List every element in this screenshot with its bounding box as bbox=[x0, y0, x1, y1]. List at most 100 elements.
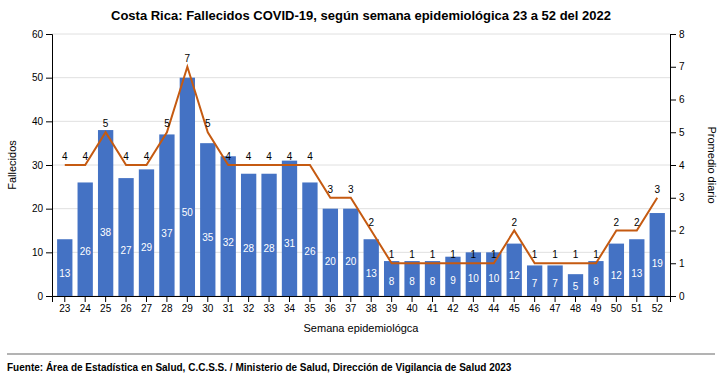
x-tick: 46 bbox=[529, 296, 541, 314]
x-tick-label: 27 bbox=[141, 303, 153, 314]
footer-rule bbox=[7, 354, 715, 355]
bar-label: 13 bbox=[366, 268, 378, 279]
x-tick-label: 39 bbox=[386, 303, 398, 314]
x-tick-label: 42 bbox=[447, 303, 459, 314]
footer: Fuente: Área de Estadística en Salud, C.… bbox=[7, 361, 512, 373]
y2-tick-label: 4 bbox=[679, 160, 685, 171]
bar bbox=[241, 174, 256, 296]
bar bbox=[261, 174, 276, 296]
line-label: 2 bbox=[634, 217, 640, 228]
line-label: 2 bbox=[511, 217, 517, 228]
x-tick: 44 bbox=[488, 296, 500, 314]
x-tick: 39 bbox=[386, 296, 398, 314]
x-tick-mark bbox=[371, 296, 372, 302]
bar bbox=[343, 209, 358, 296]
bar bbox=[384, 261, 399, 296]
x-axis: 2324252627282930313233343536373839404142… bbox=[53, 296, 671, 314]
y-axis-line bbox=[46, 35, 53, 297]
x-tick: 51 bbox=[631, 296, 643, 314]
x-tick-mark bbox=[146, 296, 147, 302]
bar bbox=[200, 143, 215, 296]
bar-label: 20 bbox=[345, 256, 357, 267]
x-tick-label: 43 bbox=[468, 303, 480, 314]
bar-label: 10 bbox=[468, 273, 480, 284]
bar bbox=[507, 244, 522, 296]
y-tick-label: 40 bbox=[32, 116, 44, 127]
grid bbox=[52, 34, 670, 296]
y2-tick-label: 7 bbox=[679, 61, 685, 72]
x-tick-mark bbox=[248, 296, 249, 302]
x-tick-label: 51 bbox=[631, 303, 643, 314]
x-tick-mark bbox=[187, 296, 188, 302]
y2-tick: 5 bbox=[670, 127, 685, 138]
y2-tick-mark bbox=[670, 34, 676, 35]
y-tick-mark bbox=[46, 252, 52, 253]
bar-label: 10 bbox=[488, 273, 500, 284]
x-tick: 50 bbox=[611, 296, 623, 314]
bar-label: 38 bbox=[100, 227, 112, 238]
x-tick-mark bbox=[412, 296, 413, 302]
x-tick-label: 47 bbox=[550, 303, 562, 314]
bar-label: 31 bbox=[284, 238, 296, 249]
bar bbox=[527, 265, 542, 296]
x-tick-label: 41 bbox=[427, 303, 439, 314]
line-label: 1 bbox=[389, 249, 395, 260]
bar-label: 28 bbox=[264, 243, 276, 254]
y2-tick-mark bbox=[670, 198, 676, 199]
y-tick: 20 bbox=[32, 203, 52, 214]
x-tick-label: 26 bbox=[120, 303, 132, 314]
x-tick: 36 bbox=[325, 296, 337, 314]
line-label: 1 bbox=[409, 249, 415, 260]
x-tick-label: 52 bbox=[652, 303, 664, 314]
bar-label: 7 bbox=[552, 278, 558, 289]
bar-label: 12 bbox=[509, 270, 521, 281]
line-label: 4 bbox=[307, 151, 313, 162]
y2-tick-label: 0 bbox=[679, 291, 685, 302]
bar-label: 26 bbox=[80, 246, 92, 257]
x-tick: 45 bbox=[509, 296, 521, 314]
bar bbox=[282, 161, 297, 296]
y-tick-mark bbox=[46, 209, 52, 210]
x-tick-mark bbox=[514, 296, 515, 302]
line-label: 4 bbox=[266, 151, 272, 162]
line-label: 1 bbox=[552, 249, 558, 260]
x-tick-label: 32 bbox=[243, 303, 255, 314]
x-tick-mark bbox=[350, 296, 351, 302]
y2-tick-label: 6 bbox=[679, 94, 685, 105]
y2-tick: 7 bbox=[670, 61, 685, 72]
bar bbox=[139, 169, 154, 296]
plot: 2324252627282930313233343536373839404142… bbox=[32, 29, 685, 314]
bar bbox=[588, 261, 603, 296]
bar-label: 8 bbox=[593, 276, 599, 287]
bar bbox=[609, 244, 624, 296]
x-tick: 52 bbox=[652, 296, 664, 314]
x-tick-label: 25 bbox=[100, 303, 112, 314]
x-tick-mark bbox=[432, 296, 433, 302]
x-tick: 32 bbox=[243, 296, 255, 314]
x-tick-mark bbox=[166, 296, 167, 302]
y-tick-label: 30 bbox=[32, 160, 44, 171]
line bbox=[65, 67, 657, 264]
x-tick-mark bbox=[391, 296, 392, 302]
bar bbox=[302, 182, 317, 296]
line-label: 4 bbox=[123, 151, 129, 162]
y2-tick-mark bbox=[670, 165, 676, 166]
bar-label: 29 bbox=[141, 242, 153, 253]
bar-label: 35 bbox=[202, 232, 214, 243]
line-label: 5 bbox=[103, 118, 109, 129]
x-tick-mark bbox=[228, 296, 229, 302]
bar-label: 37 bbox=[161, 228, 173, 239]
y-tick-label: 10 bbox=[32, 247, 44, 258]
y-tick-label: 50 bbox=[32, 72, 44, 83]
x-tick-mark bbox=[657, 296, 658, 302]
bar-label: 13 bbox=[59, 268, 71, 279]
bar bbox=[98, 130, 113, 296]
line-label: 2 bbox=[614, 217, 620, 228]
y-tick: 10 bbox=[32, 247, 52, 258]
x-tick-mark bbox=[493, 296, 494, 302]
x-tick-mark bbox=[473, 296, 474, 302]
x-tick-mark bbox=[555, 296, 556, 302]
y-tick: 60 bbox=[32, 29, 52, 40]
y2-tick-label: 5 bbox=[679, 127, 685, 138]
x-tick: 30 bbox=[202, 296, 214, 314]
